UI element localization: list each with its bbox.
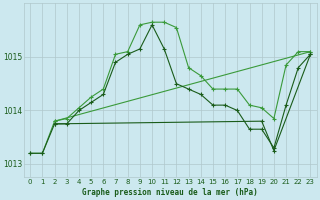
X-axis label: Graphe pression niveau de la mer (hPa): Graphe pression niveau de la mer (hPa)	[83, 188, 258, 197]
